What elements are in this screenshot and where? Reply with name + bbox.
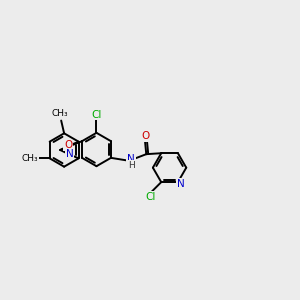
Text: O: O (64, 140, 72, 150)
Text: Cl: Cl (91, 110, 102, 120)
Text: N: N (66, 149, 74, 159)
Text: CH₃: CH₃ (52, 109, 68, 118)
Text: N: N (127, 154, 135, 164)
Text: H: H (128, 161, 134, 170)
Text: Cl: Cl (146, 192, 156, 202)
Text: O: O (141, 131, 149, 141)
Text: CH₃: CH₃ (22, 154, 38, 163)
Text: N: N (177, 178, 185, 189)
